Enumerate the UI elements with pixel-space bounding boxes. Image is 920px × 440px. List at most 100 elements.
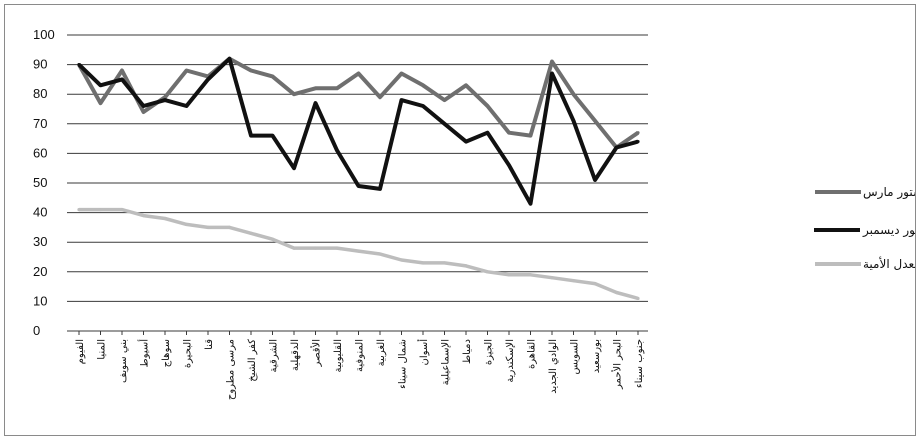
x-tick-label: البحر الأحمر <box>611 339 624 390</box>
data-point <box>141 104 146 108</box>
x-tick-label: بني سويف <box>118 339 129 383</box>
data-point <box>163 216 167 221</box>
data-point <box>141 110 146 114</box>
y-tick-label: 70 <box>33 116 47 131</box>
y-tick-label: 50 <box>33 175 47 190</box>
y-tick-label: 30 <box>33 234 47 249</box>
data-point <box>184 222 189 227</box>
data-point <box>399 71 404 76</box>
data-point <box>636 296 640 301</box>
x-tick-label: أسوان <box>417 339 430 366</box>
data-point <box>528 202 533 206</box>
data-point <box>485 131 490 135</box>
data-point <box>335 246 339 250</box>
y-tick-label: 100 <box>33 27 55 42</box>
data-point <box>98 83 103 87</box>
data-point <box>206 225 210 229</box>
data-point <box>313 246 318 250</box>
data-point <box>98 208 103 212</box>
data-point <box>184 104 189 108</box>
x-tick-label: الفيوم <box>75 339 86 364</box>
data-point <box>421 261 425 265</box>
x-tick-label: سوهاج <box>161 339 172 367</box>
data-point <box>270 74 275 79</box>
data-point <box>313 101 318 105</box>
y-tick-label: 0 <box>33 323 40 338</box>
data-point <box>163 98 167 102</box>
x-tick-label: المنيا <box>97 339 108 360</box>
data-point <box>292 166 296 170</box>
data-point <box>528 134 533 138</box>
data-point <box>571 119 576 123</box>
data-point <box>421 104 425 108</box>
y-tick-label: 90 <box>33 57 47 72</box>
y-tick-label: 10 <box>33 293 47 308</box>
series-line-2 <box>79 207 639 301</box>
data-point <box>593 178 597 182</box>
data-point <box>335 148 339 153</box>
x-tick-label: الغربية <box>376 339 387 366</box>
data-point <box>356 184 361 188</box>
data-point <box>356 71 361 76</box>
data-point <box>507 163 511 167</box>
data-point <box>313 86 318 90</box>
data-point <box>378 95 382 99</box>
data-point <box>442 122 447 126</box>
data-point <box>442 261 447 265</box>
data-point <box>120 77 124 81</box>
x-tick-label: السويس <box>570 339 581 374</box>
data-point <box>98 101 103 105</box>
data-point <box>184 68 189 73</box>
data-point <box>464 139 468 144</box>
data-point <box>442 98 447 102</box>
data-point <box>636 139 640 144</box>
y-tick-label: 60 <box>33 145 47 160</box>
y-tick-label: 80 <box>33 86 47 101</box>
data-point <box>335 86 339 90</box>
x-tick-label: بورسعيد <box>591 339 602 373</box>
data-point <box>550 60 554 64</box>
data-point <box>141 213 146 218</box>
y-tick-label: 20 <box>33 264 47 279</box>
data-point <box>77 63 81 67</box>
data-point <box>292 246 296 250</box>
x-tick-label: القاهرة <box>527 339 538 369</box>
data-point <box>249 68 253 73</box>
x-tick-label: شمال سيناء <box>398 339 409 389</box>
data-point <box>550 71 554 76</box>
x-tick-label: الإسماعيلية <box>441 339 452 385</box>
line-chart: 0 10 20 30 40 50 60 70 80 90 100 الفيوم المنيا بني سو… <box>33 27 915 400</box>
x-tick-label: الجيزة <box>484 339 495 365</box>
x-tick-label: كفر الشيخ <box>247 339 258 382</box>
x-tick-label: الأقصر <box>310 339 323 367</box>
data-point <box>614 145 619 150</box>
data-point <box>120 68 124 73</box>
data-point <box>249 134 253 138</box>
legend-label-1: نسبة الموافقة على دستور ديسمبر <box>862 223 915 238</box>
data-point <box>464 264 468 268</box>
data-point <box>593 119 597 123</box>
data-point <box>507 131 511 135</box>
x-tick-label: القليوبية <box>333 339 344 373</box>
data-point <box>636 131 640 135</box>
data-point <box>378 252 382 256</box>
data-point <box>399 98 404 102</box>
data-point <box>571 92 576 96</box>
data-point <box>571 279 576 283</box>
data-point <box>292 92 296 96</box>
x-tick-label: الإسكندرية <box>505 339 516 383</box>
x-tick-label: البحيرة <box>183 339 194 368</box>
x-tick-label: الشرقية <box>269 339 280 372</box>
data-point <box>421 83 425 87</box>
x-tick-label: الدقهلية <box>290 339 301 371</box>
data-point <box>206 77 210 81</box>
x-tick-label: المنوفية <box>355 339 366 372</box>
data-point <box>399 258 404 262</box>
series-line-1 <box>77 56 639 206</box>
y-tick-label: 40 <box>33 205 47 220</box>
legend-label-2: معدل الأمية <box>863 256 915 271</box>
data-point <box>485 104 490 108</box>
x-tick-label: مرسى مطروح <box>226 339 237 400</box>
x-tick-label: جنوب سيناء <box>634 339 645 388</box>
data-point <box>464 83 468 87</box>
